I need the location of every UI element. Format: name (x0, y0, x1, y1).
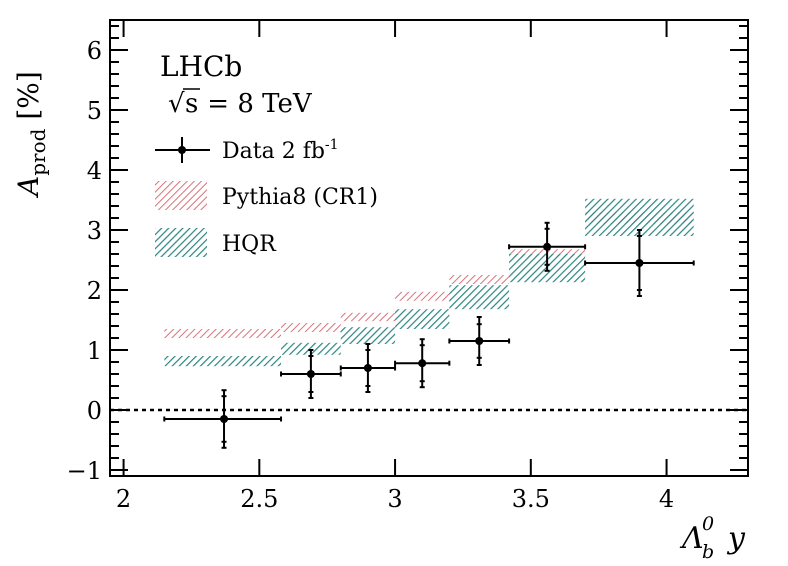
y-tick-label: 3 (87, 217, 102, 245)
data-point-4 (448, 316, 511, 366)
x-tick-label: 3 (387, 485, 402, 513)
legend-pythia-label: Pythia8 (CR1) (222, 185, 378, 210)
y-tick-label: 1 (87, 337, 102, 365)
data-point-6 (584, 229, 695, 297)
svg-text:s: s (185, 89, 198, 119)
svg-text:0: 0 (702, 513, 714, 535)
legend: Data 2 fb-1 Pythia8 (CR1) HQR (155, 137, 378, 257)
data-marker (543, 242, 552, 251)
data-point-3 (394, 338, 451, 389)
data-point-5 (508, 221, 587, 272)
hqr-band-0 (164, 356, 282, 367)
y-axis-title: Aprod [%] (12, 71, 50, 199)
data-marker (418, 359, 427, 368)
experiment-label: LHCb (160, 50, 242, 83)
x-tick-label: 4 (659, 485, 674, 513)
legend-data-marker (155, 137, 210, 163)
legend-pythia-swatch (155, 181, 207, 210)
data-marker (306, 370, 315, 378)
y-tick-label: −1 (67, 457, 102, 485)
data-marker (475, 337, 484, 345)
model-bands (164, 198, 694, 367)
legend-hqr-swatch (155, 228, 207, 257)
hqr-band-2 (340, 327, 396, 344)
svg-text:= 8 TeV: = 8 TeV (199, 89, 313, 119)
svg-text:Λ: Λ (679, 521, 704, 556)
y-tick-label: 6 (87, 37, 102, 65)
axes: 2 2.5 3 3.5 4 −1 0 1 2 3 4 5 6 (67, 20, 748, 513)
x-tick-label: 2 (116, 485, 131, 513)
legend-hqr-label: HQR (222, 232, 277, 257)
data-marker (220, 415, 229, 423)
pythia-band-1 (281, 323, 341, 332)
data-marker (363, 364, 372, 372)
data-point-2 (339, 343, 397, 393)
pythia-band-4 (449, 275, 510, 284)
data-points (163, 221, 695, 449)
plot-frame (109, 19, 749, 477)
data-point-0 (163, 389, 283, 449)
legend-data-label: Data 2 fb-1 (222, 137, 339, 164)
pythia-band-0 (164, 329, 282, 338)
energy-label: √ s = 8 TeV (168, 88, 313, 119)
y-tick-label: 2 (87, 277, 102, 305)
pythia-band-2 (340, 312, 396, 322)
x-tick-label: 2.5 (240, 485, 278, 513)
y-tick-label: 5 (87, 97, 102, 125)
svg-text:b: b (702, 541, 714, 563)
x-axis-title: Λ 0 b y (679, 513, 746, 563)
svg-text:y: y (726, 521, 746, 556)
y-tick-label: 0 (87, 397, 102, 425)
y-tick-label: 4 (87, 157, 102, 185)
data-point-1 (280, 349, 342, 399)
hqr-band-3 (395, 309, 450, 329)
svg-text:√: √ (168, 89, 185, 119)
pythia-band-3 (395, 291, 450, 301)
hqr-band-1 (281, 342, 341, 355)
x-tick-label: 3.5 (512, 485, 550, 513)
data-marker (635, 259, 644, 267)
hqr-band-4 (449, 285, 510, 310)
